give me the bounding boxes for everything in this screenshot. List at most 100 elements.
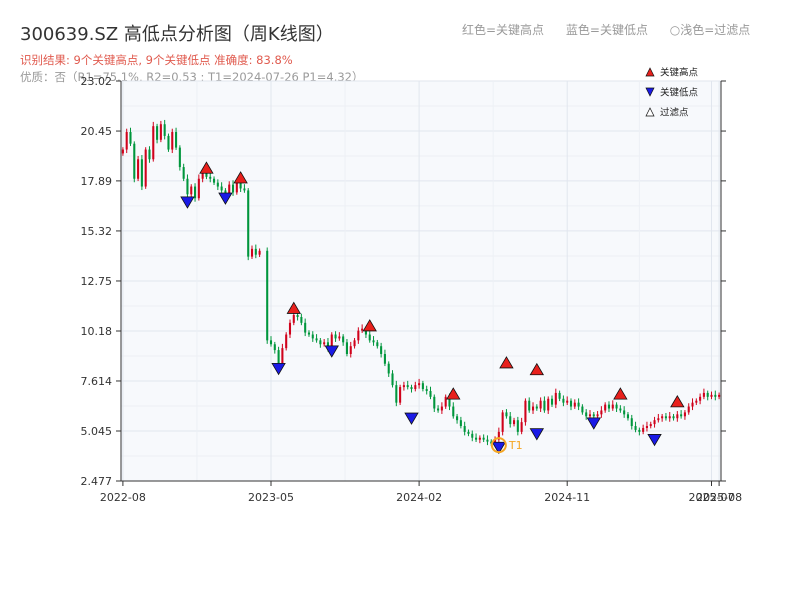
y-tick-label: 5.045 [81,425,113,438]
candle-body [569,400,573,407]
candle-body [524,400,527,423]
candle-body [231,184,235,193]
candle-body [357,330,360,341]
candle-body [695,400,698,403]
candle-body [585,412,588,417]
color-key-light: ○浅色=过滤点 [669,23,751,37]
candle-body [421,383,424,390]
candle-body [277,350,280,364]
candle-body [687,406,690,413]
candle-body [406,385,409,388]
candle-body [307,332,311,335]
candle-body [440,406,443,411]
y-tick-label: 12.75 [81,275,113,288]
candle-body [144,149,147,187]
key-high-marker [199,161,214,174]
key-low-marker [647,434,662,447]
candle-body [152,126,155,160]
key-high-marker [529,362,545,376]
candle-body [410,387,413,390]
candle-body [349,346,352,354]
candle-body [539,400,542,409]
candle-body [216,182,219,187]
candle-body [680,414,683,417]
candle-body [209,176,212,179]
candle-body [562,398,565,403]
candle-body [171,132,174,150]
key-high-marker [446,387,461,400]
candle-body [178,147,181,168]
candle-body [501,412,504,432]
y-tick-label: 23.02 [81,75,113,88]
candle-body [444,396,447,407]
x-tick-label: 2022-08 [100,491,146,504]
candle-body [516,420,519,432]
candle-body [311,334,314,339]
candle-body [478,437,481,440]
candle-body [269,340,273,345]
candle-body [368,334,371,341]
candle-body [471,433,474,438]
y-tick-label: 2.477 [81,475,113,488]
candle-body [706,392,709,397]
candle-body [482,437,485,440]
candle-body [596,414,599,417]
candle-body [391,373,394,386]
candle-body [205,172,208,177]
candle-body [714,394,717,397]
candle-body [494,439,497,444]
key-high-marker [499,356,514,369]
candle-body [683,412,686,417]
x-tick-label: 2023-05 [248,491,294,504]
legend-high-label: 关键高点 [660,67,699,79]
legend-high-marker [645,67,655,77]
candle-body [387,363,390,374]
candle-body [672,416,675,419]
key-low-marker [491,441,507,455]
candle-body [330,334,333,349]
candle-body [315,338,318,341]
candle-body [281,348,284,364]
candle-body [615,404,618,409]
candle-body [600,410,603,415]
candle-body [550,398,554,405]
candle-body [623,410,626,415]
key-high-marker [233,171,248,184]
candle-body [319,340,322,345]
candle-body [588,414,592,417]
candle-body [296,315,299,317]
candle-body [372,340,375,343]
candle-body [300,316,303,323]
legend-filtered-marker [645,107,655,117]
result-summary: 识别结果: 9个关键高点, 9个关键低点 准确度: 83.8% [20,53,293,67]
candle-body [247,190,250,257]
candle-body [547,398,550,411]
candle-body [224,190,227,195]
candle-body [543,400,546,411]
candle-body [353,340,356,347]
candle-body [418,383,421,386]
candle-body [399,387,402,403]
candle-body [554,392,557,405]
candle-body [156,126,159,140]
y-tick-label: 17.89 [81,175,113,188]
candle-body [664,416,667,419]
candle-body [292,315,295,323]
candle-body [710,394,713,397]
candle-body [148,149,151,160]
candle-body [220,186,223,191]
axes: 2.477 5.045 7.614 10.18 12.75 15.32 17.89 20.45… [81,75,743,504]
candle-body [653,420,656,425]
candle-body [361,328,364,331]
chart-title: 300639.SZ 高低点分析图（周K线图） [20,24,334,45]
candle-body [573,402,576,407]
candle-body [175,132,178,148]
candle-body [645,426,648,428]
candle-body [566,400,569,403]
candle-body [266,250,269,341]
candle-body [475,437,478,440]
candle-body [448,396,451,407]
key-low-marker [324,345,339,358]
